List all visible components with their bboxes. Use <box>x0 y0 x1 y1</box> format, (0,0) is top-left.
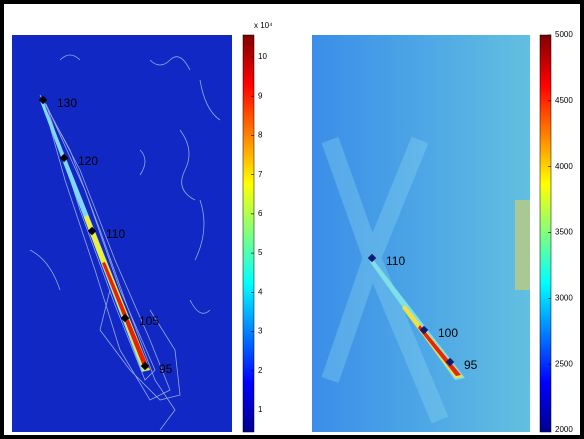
colorbar-tick-label: 4500 <box>555 96 573 105</box>
marker <box>445 357 455 367</box>
marker <box>38 95 48 105</box>
right-image <box>312 35 530 432</box>
point-label: 100 <box>438 326 458 340</box>
colorbar-tick-label: 2500 <box>555 359 573 368</box>
colorbar-tick-label: 10 <box>258 52 267 61</box>
marker <box>120 313 130 323</box>
colorbar <box>242 34 255 433</box>
colorbar-tick-label: 2000 <box>555 425 573 434</box>
marker <box>87 226 97 236</box>
colorbar <box>539 34 552 433</box>
marker <box>419 325 429 335</box>
colorbar-tick-label: 9 <box>258 91 263 100</box>
marker <box>367 253 377 263</box>
marker <box>59 153 69 163</box>
point-label: 105 <box>139 314 159 328</box>
image-background <box>312 35 530 432</box>
edge-glow <box>515 200 530 290</box>
colorbar-tick-label: 3 <box>258 327 263 336</box>
colorbar-tick-label: 8 <box>258 131 263 140</box>
colorbar-tick-label: 7 <box>258 170 263 179</box>
colorbar-tick-label: 6 <box>258 209 263 218</box>
streak-outer <box>370 258 465 380</box>
marker <box>140 361 150 371</box>
colorbar-tick-label: 5 <box>258 248 263 257</box>
point-label: 110 <box>386 254 405 268</box>
image-background <box>12 35 232 432</box>
point-label: 120 <box>78 154 98 168</box>
point-label: 130 <box>57 96 77 110</box>
colorbar-tick-label: 5000 <box>555 30 573 39</box>
point-label: 95 <box>159 362 173 376</box>
contours <box>29 54 221 431</box>
point-label: 95 <box>464 358 478 372</box>
point-label: 110 <box>106 227 125 241</box>
colorbar-tick-label: 4000 <box>555 162 573 171</box>
colorbar-tick-label: 4 <box>258 287 263 296</box>
colorbar-tick-label: 2 <box>258 366 263 375</box>
left-image <box>12 35 232 432</box>
colorbar-tick-label: 3000 <box>555 293 573 302</box>
colorbar-label: x 10⁴ <box>254 21 273 30</box>
colorbar-tick-label: 1 <box>258 405 263 414</box>
colorbar-tick-label: 3500 <box>555 228 573 237</box>
